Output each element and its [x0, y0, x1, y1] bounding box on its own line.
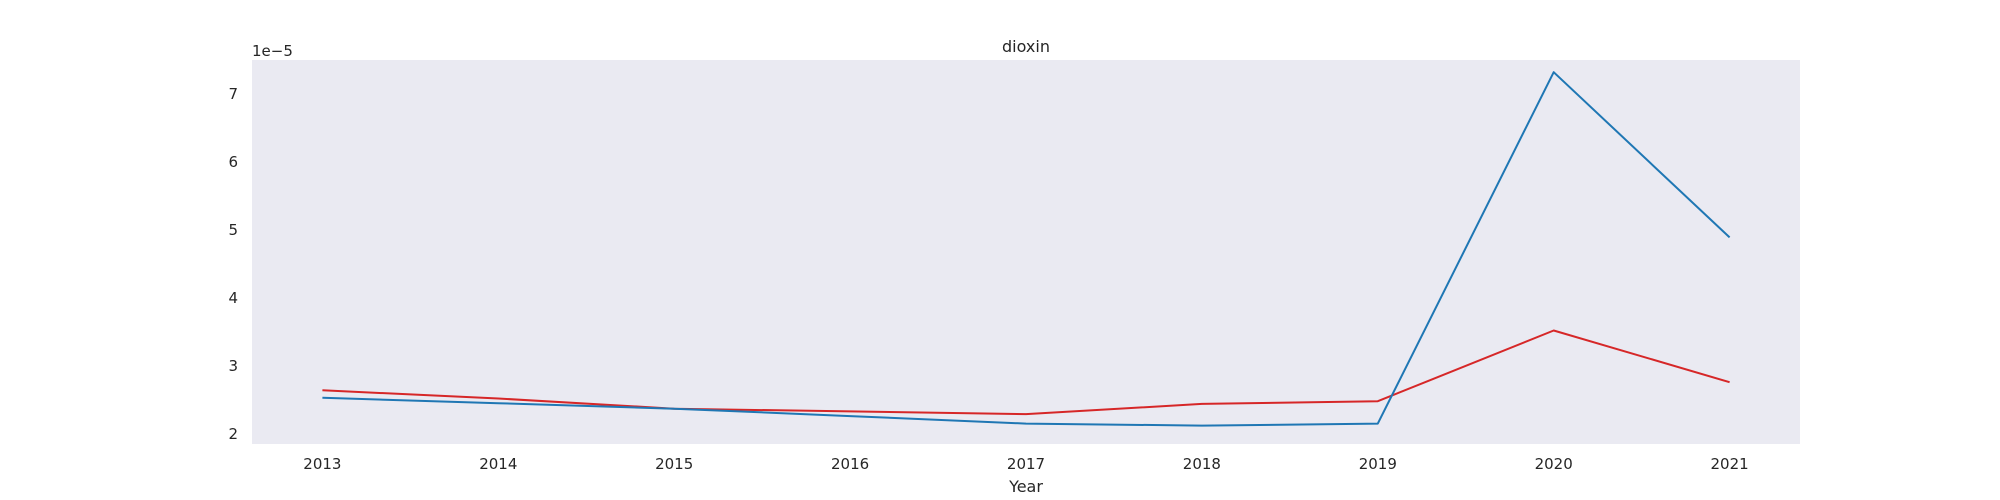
x-tick-label: 2016	[831, 455, 869, 473]
series-layer	[322, 71, 1731, 427]
x-tick-label: 2020	[1535, 455, 1573, 473]
y-tick-label: 4	[228, 289, 238, 307]
y-tick-label: 7	[228, 85, 238, 103]
x-tick-label: 2018	[1183, 455, 1221, 473]
x-axis-ticks: 2013 2014 2015 2016 2017 2018 2019 2020 2021	[303, 455, 1748, 473]
series-line-1	[322, 329, 1730, 416]
chart-title: dioxin	[1002, 37, 1050, 56]
y-tick-label: 5	[228, 221, 238, 239]
x-tick-label: 2019	[1359, 455, 1397, 473]
x-tick-label: 2017	[1007, 455, 1045, 473]
y-tick-label: 2	[228, 425, 238, 443]
x-tick-label: 2015	[655, 455, 693, 473]
y-tick-label: 3	[228, 357, 238, 375]
x-tick-label: 2021	[1711, 455, 1749, 473]
y-axis-ticks: 2 3 4 5 6 7	[228, 85, 238, 443]
y-tick-label: 6	[228, 153, 238, 171]
x-axis-label: Year	[1008, 477, 1043, 496]
plot-area-background	[252, 60, 1800, 444]
x-tick-label: 2014	[479, 455, 517, 473]
x-tick-label: 2013	[303, 455, 341, 473]
series-line-2	[322, 71, 1731, 427]
y-axis-offset-text: 1e−5	[252, 42, 293, 60]
